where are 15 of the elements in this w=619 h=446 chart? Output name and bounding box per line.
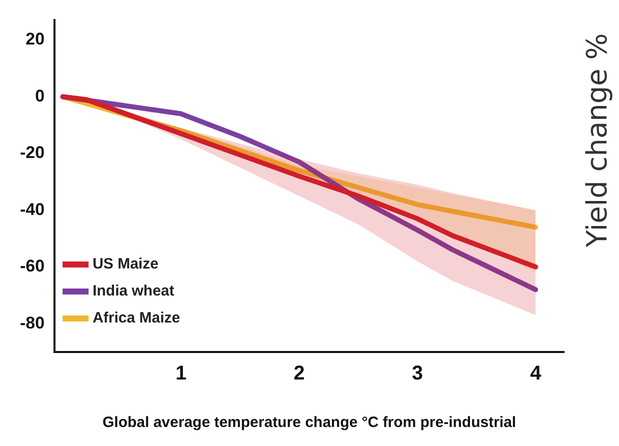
x-axis-title: Global average temperature change °C from pre-industrial (102, 414, 516, 432)
y-tick-label: -20 (20, 143, 45, 162)
legend-label: Africa Maize (92, 310, 180, 327)
y-axis-title: Yield change % (580, 33, 614, 248)
x-tick-label: 3 (412, 362, 423, 385)
legend-label: India wheat (92, 282, 174, 300)
x-tick-label: 4 (530, 362, 542, 385)
y-tick-label: 20 (26, 30, 45, 49)
y-tick-label: -40 (20, 200, 45, 219)
x-tick-label: 1 (175, 362, 187, 385)
x-tick-label: 2 (294, 362, 305, 385)
legend-label: US Maize (92, 256, 158, 273)
y-tick-label: -80 (20, 313, 45, 332)
y-tick-label: 0 (35, 86, 45, 106)
y-tick-label: -60 (20, 256, 45, 276)
